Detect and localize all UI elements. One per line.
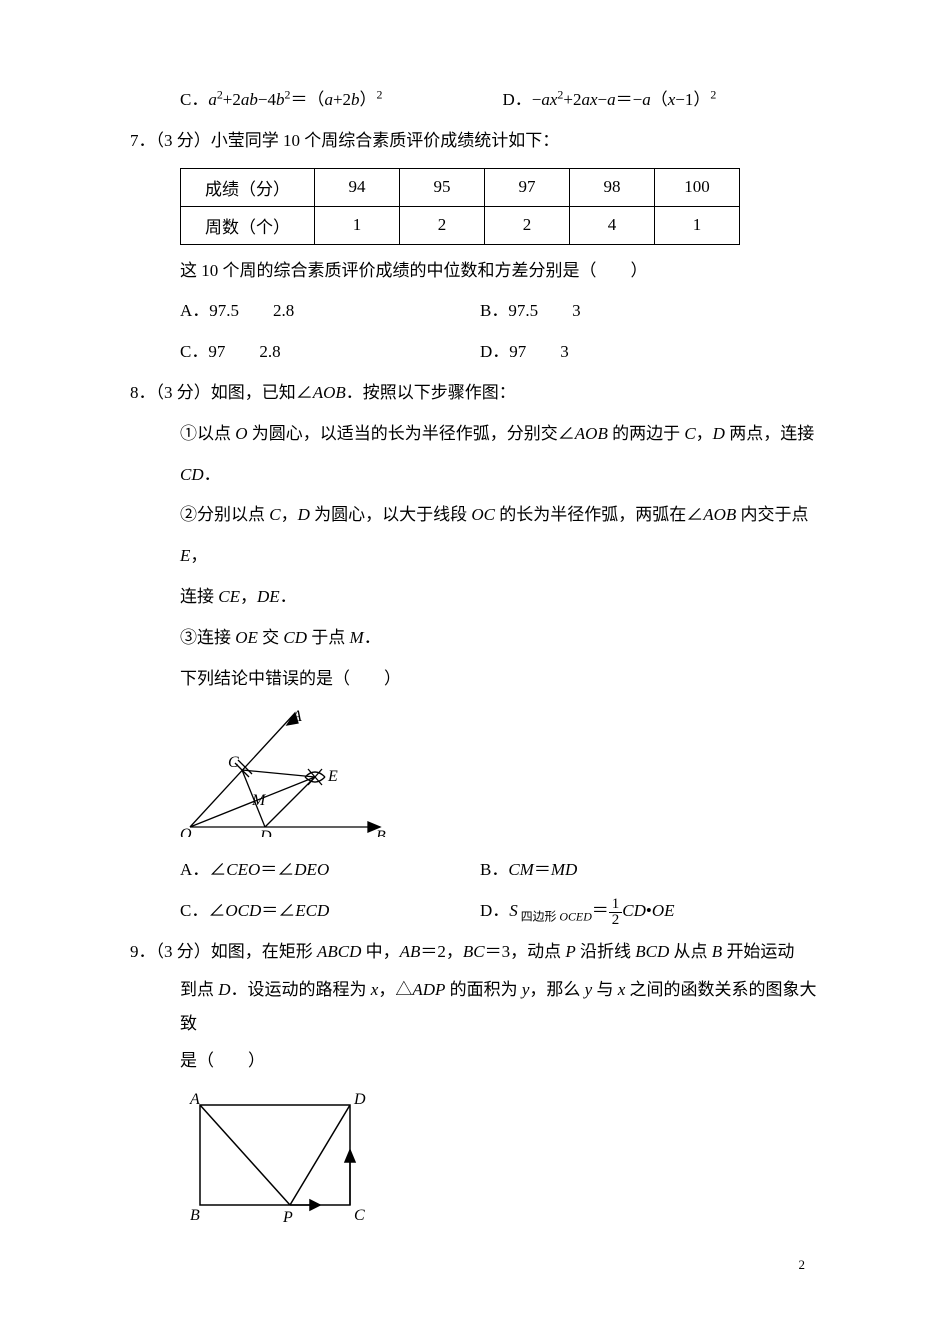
q7-points: （3 分） [156, 131, 211, 150]
q8-step1: ①以点 O 为圆心，以适当的长为半径作弧，分别交∠AOB 的两边于 C，D 两点… [130, 414, 825, 455]
q6-choices-cd: C．a2+2ab−4b2＝（a+2b）2 D．−ax2+2ax−a＝−a（x−1… [130, 80, 825, 121]
q7-r1c5: 100 [655, 168, 740, 206]
label-P: P [282, 1209, 293, 1226]
q7-choice-b: B．97.5 3 [480, 291, 825, 332]
q8-step1b: CD． [130, 455, 825, 496]
q7-r2c5: 1 [655, 206, 740, 244]
q7-choice-d: D．97 3 [480, 332, 825, 373]
q7-table: 成绩（分） 94 95 97 98 100 周数（个） 1 2 2 4 1 [180, 168, 740, 245]
q7-stem: 7．（3 分）小莹同学 10 个周综合素质评价成绩统计如下： [130, 121, 825, 162]
label-A: A [189, 1091, 200, 1108]
q9-stem: 9．（3 分）如图，在矩形 ABCD 中，AB＝2，BC＝3，动点 P 沿折线 … [130, 932, 825, 973]
page-number: 2 [799, 1257, 806, 1273]
label-B: B [190, 1207, 200, 1224]
frac-num: 1 [609, 897, 623, 913]
label-C: C [228, 754, 239, 771]
q7-r1c2: 95 [400, 168, 485, 206]
q7-r1c1: 94 [315, 168, 400, 206]
q7-r1c3: 97 [485, 168, 570, 206]
q7-r2c3: 2 [485, 206, 570, 244]
q7-choice-c: C．97 2.8 [180, 332, 480, 373]
q8-choice-d: D．S 四边形 OCED＝12CD•OE [480, 891, 825, 932]
q8-step3: ③连接 OE 交 CD 于点 M． [130, 618, 825, 659]
choice-c: C．a2+2ab−4b2＝（a+2b）2 [180, 80, 503, 121]
q7-stem-text: 小莹同学 10 个周综合素质评价成绩统计如下： [211, 131, 560, 150]
q8-choice-a: A．∠CEO＝∠DEO [180, 850, 480, 891]
math-exam-page: C．a2+2ab−4b2＝（a+2b）2 D．−ax2+2ax−a＝−a（x−1… [0, 0, 945, 1303]
q9-number: 9． [130, 942, 156, 961]
q8-choice-b: B．CM＝MD [480, 850, 825, 891]
q9-points: （3 分） [156, 942, 211, 961]
q8-choice-c: C．∠OCD＝∠ECD [180, 891, 480, 932]
frac-den: 2 [609, 913, 623, 928]
label-D: D [353, 1091, 366, 1108]
q8-points: （3 分） [156, 383, 211, 402]
q9-figure: A D B C P [180, 1090, 825, 1235]
label-C: C [354, 1207, 365, 1224]
q8-choices-ab: A．∠CEO＝∠DEO B．CM＝MD [130, 850, 825, 891]
q9-stem3: 是（ ） [130, 1041, 825, 1082]
label-E: E [327, 768, 338, 785]
q7-r1c4: 98 [570, 168, 655, 206]
q7-choice-a: A．97.5 2.8 [180, 291, 480, 332]
q8-step2: ②分别以点 C，D 为圆心，以大于线段 OC 的长为半径作弧，两弧在∠AOB 内… [130, 495, 825, 577]
label-O: O [180, 826, 192, 837]
q8-number: 8． [130, 383, 156, 402]
q8-choices-cd: C．∠OCD＝∠ECD D．S 四边形 OCED＝12CD•OE [130, 891, 825, 932]
label-B: B [376, 828, 386, 837]
label-M: M [251, 792, 267, 809]
table-row: 周数（个） 1 2 2 4 1 [181, 206, 740, 244]
label-A: A [291, 708, 302, 725]
q7-row2-label: 周数（个） [181, 206, 315, 244]
q8-diagram-icon: A B O C D E M [180, 707, 390, 837]
q8-step2b: 连接 CE，DE． [130, 577, 825, 618]
q9-stem2: 到点 D．设运动的路程为 x，△ADP 的面积为 y，那么 y 与 x 之间的函… [130, 973, 825, 1041]
q7-r2c4: 4 [570, 206, 655, 244]
q7-row1-label: 成绩（分） [181, 168, 315, 206]
choice-d: D．−ax2+2ax−a＝−a（x−1）2 [503, 80, 826, 121]
q7-r2c1: 1 [315, 206, 400, 244]
q7-choices-cd: C．97 2.8 D．97 3 [130, 332, 825, 373]
q7-number: 7． [130, 131, 156, 150]
q7-choices-ab: A．97.5 2.8 B．97.5 3 [130, 291, 825, 332]
q9-diagram-icon: A D B C P [180, 1090, 380, 1230]
label-D: D [259, 828, 272, 837]
q7-after-table: 这 10 个周的综合素质评价成绩的中位数和方差分别是（ ） [130, 251, 825, 292]
q8-stem: 8．（3 分）如图，已知∠AOB．按照以下步骤作图： [130, 373, 825, 414]
q8-prompt: 下列结论中错误的是（ ） [130, 659, 825, 700]
table-row: 成绩（分） 94 95 97 98 100 [181, 168, 740, 206]
q7-r2c2: 2 [400, 206, 485, 244]
q8-figure: A B O C D E M [180, 707, 825, 842]
